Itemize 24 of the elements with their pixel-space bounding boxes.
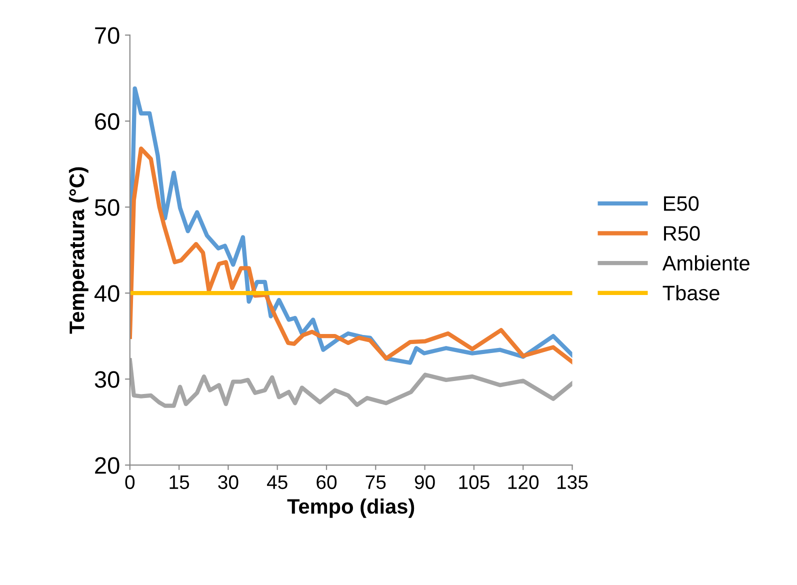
x-tick-label: 0 xyxy=(125,475,135,490)
x-tick-label: 135 xyxy=(558,475,588,490)
y-tick-label: 50 xyxy=(94,199,120,216)
y-tick-label: 40 xyxy=(94,285,120,302)
x-tick-label: 60 xyxy=(316,475,337,490)
y-tick-label: 30 xyxy=(94,371,120,388)
x-tick-label: 90 xyxy=(414,475,435,490)
legend-label: Tbase xyxy=(662,285,720,300)
y-tick-label: 20 xyxy=(95,457,120,474)
line-series xyxy=(130,358,572,408)
x-tick-label: 30 xyxy=(218,475,238,490)
x-axis-title: Tempo (dias) xyxy=(287,498,414,518)
line-series xyxy=(130,146,572,364)
x-tick-label: 15 xyxy=(170,476,190,490)
y-tick-label: 70 xyxy=(95,27,120,44)
y-tick-label: 60 xyxy=(95,113,120,130)
x-tick-label: 105 xyxy=(459,475,490,490)
legend-label: E50 xyxy=(664,196,699,211)
y-axis-title: Temperatura (°C) xyxy=(68,167,88,334)
x-tick-label: 120 xyxy=(508,475,539,490)
legend-label: Ambiente xyxy=(662,255,750,271)
x-tick-label: 75 xyxy=(366,476,386,490)
x-tick-label: 45 xyxy=(266,476,288,490)
legend-label: R50 xyxy=(664,226,700,241)
